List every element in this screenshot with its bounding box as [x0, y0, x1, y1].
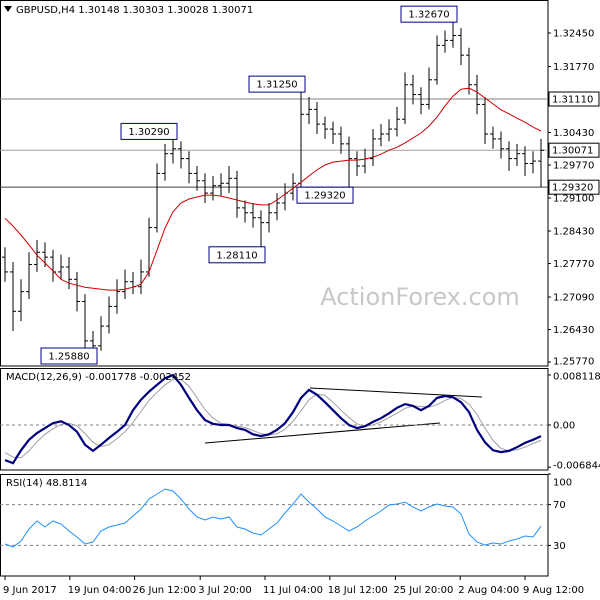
level-label-box: [548, 142, 600, 158]
indicator-line: [4, 488, 542, 548]
price-annotation-label: 1.30290: [128, 127, 169, 138]
symbol-icon: [4, 6, 12, 12]
rsi-panel-frame: [0, 474, 549, 577]
y-tick-label: 1.26430: [553, 325, 594, 336]
y-tick-label: -0.006844: [553, 461, 600, 472]
price-annotation-box: [40, 347, 98, 365]
y-tick-label: 0.00: [553, 421, 575, 432]
y-tick-label: 1.28430: [553, 227, 594, 238]
price-annotation-box: [248, 75, 306, 93]
panel-title: RSI(14) 48.8114: [6, 478, 87, 489]
y-tick-label: 1.31770: [553, 62, 594, 73]
level-label: 1.29320: [552, 183, 593, 194]
y-tick-label: 1.32450: [553, 29, 594, 40]
panel-title: MACD(12,26,9) -0.001778 -0.002452: [6, 372, 191, 383]
watermark: ActionForex.com: [320, 283, 520, 311]
level-label-box: [548, 91, 600, 107]
price-panel-frame: [0, 0, 549, 367]
moving-average: [4, 87, 542, 291]
price-annotation-box: [400, 5, 458, 23]
level-label-box: [548, 179, 600, 195]
x-tick-label: 25 Jul 20:00: [393, 585, 453, 596]
chart-title: GBPUSD,H4 1.30148 1.30303 1.30028 1.3007…: [16, 5, 253, 16]
y-tick-label: 100: [553, 478, 572, 489]
level-label: 1.30071: [552, 146, 593, 157]
indicator-line: [4, 373, 542, 465]
x-tick-label: 18 Jul 12:00: [328, 585, 388, 596]
y-tick-label: 1.27770: [553, 259, 594, 270]
y-tick-label: 1.30430: [553, 128, 594, 139]
price-annotation-label: 1.31250: [256, 80, 297, 91]
macd-panel-frame: [0, 368, 549, 471]
price-annotation-label: 1.29320: [304, 191, 345, 202]
x-tick-label: 11 Jul 04:00: [263, 585, 323, 596]
price-annotation-label: 1.32670: [408, 10, 449, 21]
x-tick-label: 3 Jul 20:00: [198, 585, 252, 596]
y-tick-label: 1.25770: [553, 357, 594, 368]
y-tick-label: 1.29100: [553, 194, 594, 205]
x-tick-label: 19 Jun 04:00: [68, 585, 132, 596]
x-tick-label: 9 Aug 12:00: [523, 585, 584, 596]
price-annotation-box: [296, 186, 354, 204]
macd-trendline: [204, 422, 441, 444]
y-tick-label: 70: [553, 500, 566, 511]
price-annotation-box: [208, 246, 266, 264]
y-tick-label: 1.27090: [553, 293, 594, 304]
level-label: 1.31110: [552, 95, 593, 106]
y-tick-label: 1.29770: [553, 161, 594, 172]
price-annotation-label: 1.28110: [216, 250, 257, 261]
x-tick-label: 26 Jun 12:00: [133, 585, 197, 596]
x-tick-label: 9 Jun 2017: [3, 585, 57, 596]
macd-trendline: [309, 387, 483, 398]
price-annotation-label: 1.25880: [48, 352, 89, 363]
y-tick-label: 0.008118: [553, 372, 600, 383]
x-tick-label: 2 Aug 04:00: [458, 585, 519, 596]
y-tick-label: 30: [553, 541, 566, 552]
price-annotation-box: [120, 122, 178, 140]
